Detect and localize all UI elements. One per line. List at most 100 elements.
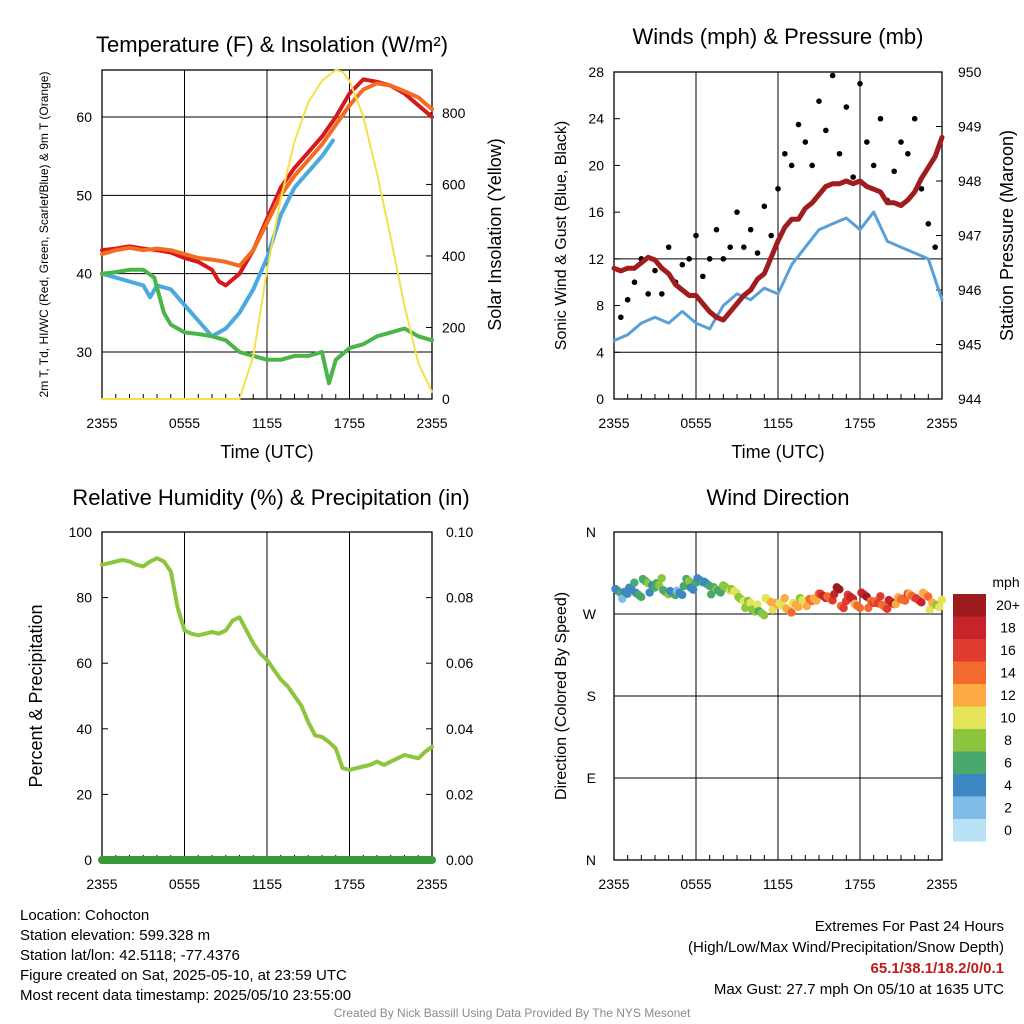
y2-axis-label: Solar Insolation (Yellow) bbox=[485, 138, 505, 330]
gust-point bbox=[809, 162, 815, 169]
y2-tick-label: 0.00 bbox=[446, 852, 473, 868]
recent-text: Most recent data timestamp: 2025/05/10 2… bbox=[20, 987, 352, 1004]
gust-point bbox=[911, 115, 918, 122]
gust-point bbox=[700, 273, 706, 280]
gust-point bbox=[864, 139, 870, 145]
y2-tick-label: 944 bbox=[958, 391, 982, 407]
x-axis-label: Time (UTC) bbox=[731, 442, 824, 462]
extremes-values: 65.1/38.1/18.2/0/0.1 bbox=[870, 960, 1004, 977]
gust-point bbox=[706, 256, 713, 262]
gust-point bbox=[829, 72, 836, 79]
x-tick-label: 2355 bbox=[926, 876, 957, 892]
gust-point bbox=[802, 139, 809, 145]
gust-point bbox=[782, 150, 788, 157]
gust-point bbox=[925, 221, 932, 227]
wind-direction-point bbox=[684, 576, 694, 586]
location-text: Location: Cohocton bbox=[20, 907, 150, 924]
wind-direction-point bbox=[891, 600, 900, 609]
wind-direction-point bbox=[917, 598, 926, 607]
solar-insolation-line bbox=[101, 69, 433, 400]
wind-direction-point bbox=[706, 590, 716, 599]
colorbar-swatch bbox=[953, 706, 986, 729]
y-tick-label: 40 bbox=[76, 721, 92, 737]
y-tick-label: 16 bbox=[588, 204, 604, 220]
colorbar-swatch bbox=[953, 684, 986, 707]
wind-direction-point bbox=[812, 596, 821, 605]
x-tick-label: 2355 bbox=[926, 415, 957, 431]
y-tick-label: 8 bbox=[596, 298, 604, 314]
chart-title: Wind Direction bbox=[706, 485, 849, 510]
y-tick-label: 24 bbox=[588, 111, 604, 127]
wind-direction-point bbox=[835, 585, 844, 594]
wind-direction-point bbox=[678, 590, 687, 600]
y2-tick-label: 0 bbox=[442, 391, 450, 407]
x-tick-label: 1155 bbox=[252, 415, 282, 431]
wind-direction-point bbox=[864, 603, 873, 613]
y2-tick-label: 0.04 bbox=[446, 721, 473, 737]
colorbar-swatch bbox=[953, 594, 986, 617]
y-tick-label: 12 bbox=[588, 251, 604, 267]
sonic-wind-line bbox=[612, 210, 944, 343]
gust-point bbox=[761, 203, 768, 210]
colorbar-label: 10 bbox=[1000, 710, 1016, 726]
x-tick-label: 0555 bbox=[169, 415, 200, 431]
gust-point bbox=[747, 226, 754, 233]
chart-panel-3: 2355 0555 1155 1755 2355 0 20 40 60 80 100 0.00 0.02… bbox=[26, 485, 473, 892]
y2-tick-label: 600 bbox=[442, 176, 466, 192]
gust-point bbox=[836, 150, 843, 157]
y-tick-label: 30 bbox=[76, 344, 92, 360]
y-tick-label: 20 bbox=[588, 157, 604, 173]
gust-point bbox=[795, 121, 802, 128]
chart-title: Temperature (F) & Insolation (W/m²) bbox=[96, 32, 448, 57]
wind-direction-point bbox=[937, 595, 947, 605]
elevation-text: Station elevation: 599.328 m bbox=[20, 927, 211, 944]
gust-point bbox=[850, 174, 856, 180]
gust-point bbox=[754, 250, 761, 256]
extremes-title: Extremes For Past 24 Hours bbox=[814, 918, 1004, 935]
max-gust-text: Max Gust: 27.7 mph On 05/10 at 1635 UTC bbox=[713, 981, 1004, 998]
gust-point bbox=[905, 150, 911, 157]
created-text: Figure created on Sat, 2025-05-10, at 23… bbox=[20, 967, 347, 984]
gust-point bbox=[877, 115, 884, 122]
chart-title: Winds (mph) & Pressure (mb) bbox=[633, 24, 924, 49]
wind-direction-point bbox=[645, 588, 654, 597]
colorbar-label: 14 bbox=[1000, 665, 1016, 681]
wind-direction-point bbox=[883, 604, 892, 613]
wind-direction-point bbox=[741, 603, 750, 613]
y2-tick-label: 200 bbox=[442, 319, 466, 335]
y-tick-label: E bbox=[587, 770, 596, 786]
y-tick-label: S bbox=[587, 688, 596, 704]
wind-direction-point bbox=[794, 602, 803, 612]
y-tick-label: 60 bbox=[76, 655, 92, 671]
gust-point bbox=[631, 279, 638, 286]
x-tick-label: 1755 bbox=[334, 876, 365, 892]
wind-direction-point bbox=[716, 588, 725, 597]
gust-point bbox=[741, 244, 747, 250]
wind-direction-point bbox=[925, 605, 935, 614]
chart-panel-1: 2355 0555 1155 1755 235530405060020040060080… bbox=[37, 32, 505, 462]
plot-frame bbox=[101, 69, 433, 400]
y-tick-label: 50 bbox=[76, 187, 92, 203]
gust-point bbox=[775, 185, 781, 192]
x-tick-label: 1755 bbox=[334, 415, 365, 431]
x-tick-label: 1755 bbox=[844, 415, 875, 431]
wind-direction-point bbox=[689, 585, 698, 594]
gust-point bbox=[768, 232, 774, 239]
y-axis-label: Direction (Colored By Speed) bbox=[553, 592, 570, 800]
y-tick-label: 4 bbox=[596, 344, 604, 360]
x-tick-label: 2355 bbox=[86, 876, 117, 892]
wind-direction-point bbox=[780, 594, 789, 603]
y2-tick-label: 0.02 bbox=[446, 786, 473, 802]
colorbar-swatch bbox=[953, 729, 986, 752]
wind-direction-point bbox=[829, 590, 839, 599]
x-tick-label: 1155 bbox=[763, 415, 793, 431]
station-pressure-line bbox=[611, 134, 945, 323]
wind-direction-point bbox=[657, 574, 666, 583]
x-tick-label: 2355 bbox=[598, 876, 629, 892]
colorbar-title: mph bbox=[992, 574, 1019, 590]
colorbar-label: 18 bbox=[1000, 620, 1016, 636]
credit-text: Created By Nick Bassill Using Data Provi… bbox=[333, 1006, 691, 1020]
x-tick-label: 1155 bbox=[252, 876, 282, 892]
wind-direction-point bbox=[839, 603, 848, 613]
